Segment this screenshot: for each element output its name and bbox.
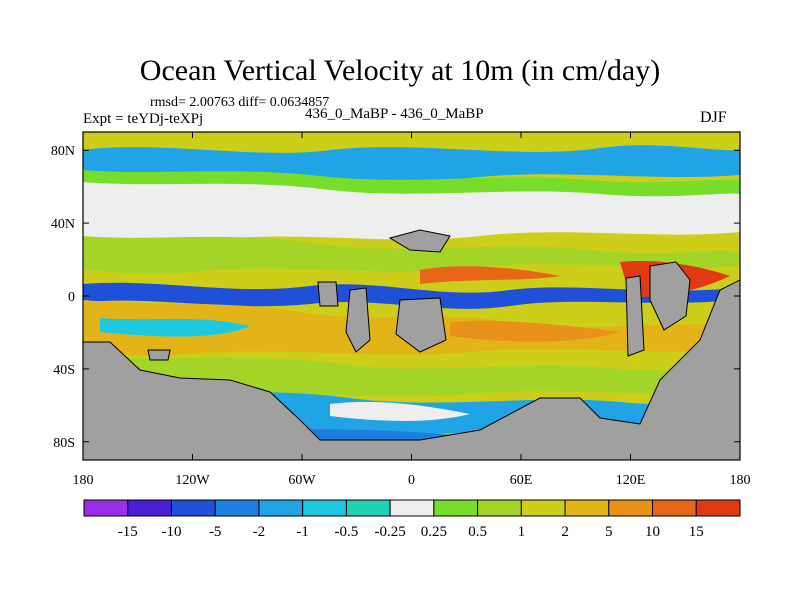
land-masses xyxy=(83,229,740,460)
x-tick-label-4: 60E xyxy=(510,473,533,488)
x-tick-label-3: 0 xyxy=(408,473,415,488)
band-equatorial-blue xyxy=(83,282,740,309)
colorbar-swatch-12 xyxy=(608,499,654,517)
colorbar-swatch-10 xyxy=(520,499,566,517)
colorbar-label-5: -0.5 xyxy=(335,524,359,540)
x-tick-label-0: 180 xyxy=(73,473,94,488)
patch-equatorial-orange xyxy=(420,266,560,284)
colorbar-label-2: -5 xyxy=(209,524,222,540)
x-axis: 180 120W 60W 0 60E 120E 180 xyxy=(73,132,751,488)
colorbar-label-10: 2 xyxy=(561,524,569,540)
colorbar-label-9: 1 xyxy=(518,524,526,540)
y-axis: 80N 40N 0 40S 80S xyxy=(51,144,740,451)
x-tick-label-6: 180 xyxy=(730,473,751,488)
colorbar-swatch-13 xyxy=(652,499,697,517)
colorbar-swatch-4 xyxy=(258,499,304,517)
y-tick-label-4: 80S xyxy=(53,436,75,451)
map-field xyxy=(83,132,740,460)
season-label: DJF xyxy=(700,109,727,126)
meridional-strip-a xyxy=(345,287,371,353)
colorbar-label-0: -15 xyxy=(118,524,138,540)
patch-south-white xyxy=(330,401,470,421)
colorbar-label-7: 0.25 xyxy=(421,524,447,540)
colorbar-label-1: -10 xyxy=(161,524,181,540)
meridional-strip-c xyxy=(625,275,645,357)
x-tick-label-1: 120W xyxy=(175,473,210,488)
colorbar-swatch-3 xyxy=(214,499,260,517)
y-tick-label-1: 40N xyxy=(51,217,75,232)
colorbar-label-4: -1 xyxy=(296,524,309,540)
colorbar: -15 -10 -5 -2 -1 -0.5 -0.25 0.25 0.5 1 2 5 10 15 xyxy=(83,499,741,540)
patch-indian-orange xyxy=(450,320,620,342)
chart-title: Ocean Vertical Velocity at 10m (in cm/da… xyxy=(139,54,661,87)
experiment-label: Expt = teYDj-teXPj xyxy=(83,111,204,127)
colorbar-label-13: 15 xyxy=(689,524,704,540)
colorbar-label-6: -0.25 xyxy=(375,524,406,540)
central-continent xyxy=(395,297,447,353)
southern-landmass xyxy=(83,279,740,460)
colorbar-swatch-9 xyxy=(477,499,522,517)
north-island xyxy=(388,229,451,253)
colorbar-swatch-7 xyxy=(389,499,435,517)
eastern-continent xyxy=(649,261,691,331)
colorbar-label-11: 5 xyxy=(605,524,613,540)
band-subtropic-green xyxy=(83,236,740,275)
x-tick-label-2: 60W xyxy=(288,473,316,488)
colorbar-swatch-1 xyxy=(127,499,172,517)
colorbar-swatch-8 xyxy=(433,499,479,517)
colorbar-swatch-5 xyxy=(302,499,347,517)
colorbar-label-3: -2 xyxy=(253,524,266,540)
case-label: 436_0_MaBP - 436_0_MaBP xyxy=(305,106,484,122)
colorbar-swatch-6 xyxy=(345,499,391,517)
band-north-white xyxy=(83,182,740,243)
patch-south-cyan xyxy=(100,318,250,337)
colorbar-label-12: 10 xyxy=(645,524,660,540)
small-island xyxy=(147,349,171,361)
meridional-strip-b xyxy=(317,281,339,307)
colorbar-swatch-0 xyxy=(83,499,129,517)
x-tick-label-5: 120E xyxy=(616,473,646,488)
colorbar-swatch-14 xyxy=(695,499,741,517)
colorbar-label-8: 0.5 xyxy=(468,524,487,540)
y-tick-label-3: 40S xyxy=(53,363,75,378)
stats-text: rmsd= 2.00763 diff= 0.0634857 xyxy=(150,95,330,110)
y-tick-label-0: 80N xyxy=(51,144,75,159)
colorbar-swatch-2 xyxy=(170,499,216,517)
y-tick-label-2: 0 xyxy=(68,290,75,305)
colorbar-swatch-11 xyxy=(564,499,610,517)
